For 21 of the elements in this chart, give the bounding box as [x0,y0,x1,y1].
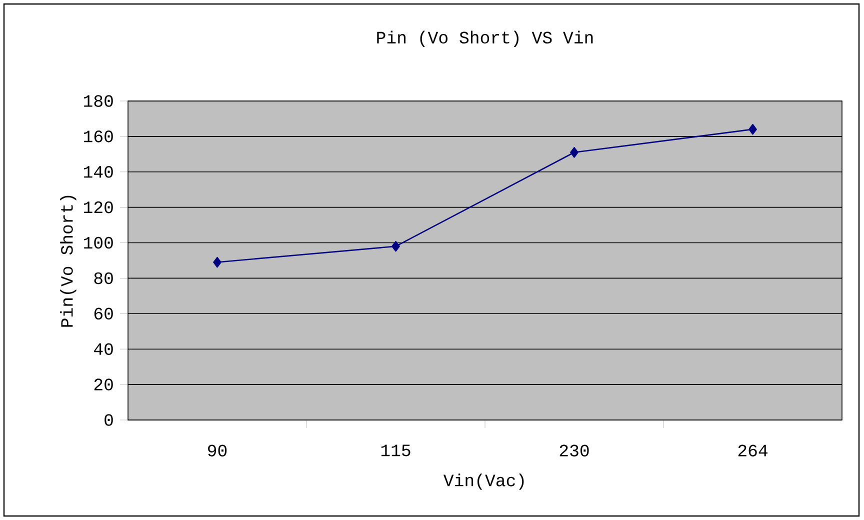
x-axis-title: Vin(Vac) [443,474,524,490]
x-tick-label: 264 [738,444,768,456]
y-tick-label: 160 [84,130,113,142]
point [392,240,400,252]
y-tick-label: 140 [84,166,113,178]
x-tick-label: 90 [208,444,227,456]
y-tick-label: 20 [94,378,113,390]
y-tick-label: 120 [84,201,113,214]
y-tick-label: 60 [94,308,113,320]
y-tick-label: 100 [84,236,113,249]
y-tick-label: 40 [94,343,113,355]
point [570,147,578,158]
x-tick-label: 115 [381,444,410,456]
y-axis-title: Pin(Vo Short) [60,196,76,327]
y-tick-label: 0 [104,414,113,426]
y-tick-label: 180 [84,95,113,107]
y-tick-label: 80 [94,272,113,284]
x-tick-label: 230 [560,444,589,456]
point [748,124,757,135]
point [213,256,222,268]
chart-title: Pin (Vo Short) VS Vin [377,30,593,47]
